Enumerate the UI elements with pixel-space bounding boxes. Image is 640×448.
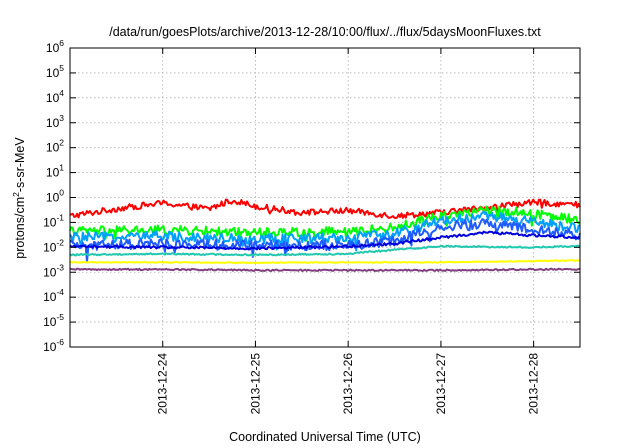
y-tick-labels: 10-610-510-410-310-210-11001011021031041… <box>43 38 64 354</box>
x-tick-label: 2013-12-26 <box>341 353 355 415</box>
y-tick-base: 10 <box>43 215 57 229</box>
y-tick-base: 10 <box>43 265 57 279</box>
y-axis-label-prefix: protons/cm <box>13 197 27 259</box>
y-tick-exponent: -4 <box>56 287 64 297</box>
y-tick-exponent: 6 <box>59 38 64 48</box>
x-tick-label: 2013-12-25 <box>248 353 262 415</box>
series-line <box>69 244 581 257</box>
axis-ticks <box>70 47 580 348</box>
y-tick-label: 101 <box>46 163 64 180</box>
x-tick-label: 2013-12-27 <box>434 353 448 415</box>
y-axis-label: protons/cm2-s-sr-MeV <box>11 137 27 259</box>
y-tick-label: 10-2 <box>43 237 64 254</box>
series-line <box>69 210 581 253</box>
y-tick-base: 10 <box>43 340 57 354</box>
series-line <box>70 259 581 265</box>
y-tick-base: 10 <box>43 315 57 329</box>
y-tick-exponent: 1 <box>59 163 64 173</box>
y-tick-label: 106 <box>46 38 64 55</box>
y-tick-exponent: 4 <box>59 88 64 98</box>
y-tick-label: 10-3 <box>43 262 64 279</box>
y-tick-exponent: 3 <box>59 113 64 123</box>
y-axis-label-suffix: -s-sr-MeV <box>13 137 27 193</box>
y-tick-base: 10 <box>46 166 60 180</box>
x-axis-label: Coordinated Universal Time (UTC) <box>229 430 421 444</box>
series-line <box>69 205 581 242</box>
y-tick-exponent: -3 <box>56 262 64 272</box>
series-line <box>69 230 581 251</box>
y-tick-label: 10-6 <box>43 337 64 354</box>
y-tick-exponent: 0 <box>59 188 64 198</box>
y-tick-base: 10 <box>46 91 60 105</box>
y-tick-label: 10-5 <box>43 312 64 329</box>
y-tick-exponent: -6 <box>56 337 64 347</box>
y-tick-label: 104 <box>46 88 64 105</box>
chart-title: /data/run/goesPlots/archive/2013-12-28/1… <box>109 25 541 39</box>
y-tick-label: 103 <box>46 113 64 130</box>
y-tick-base: 10 <box>43 290 57 304</box>
y-axis-label-exp: 2 <box>11 192 21 197</box>
grid <box>70 48 580 347</box>
y-tick-exponent: -2 <box>56 237 64 247</box>
y-tick-exponent: 2 <box>59 138 64 148</box>
y-tick-base: 10 <box>46 66 60 80</box>
y-tick-label: 10-1 <box>43 212 64 229</box>
y-tick-base: 10 <box>46 116 60 130</box>
y-tick-base: 10 <box>46 41 60 55</box>
y-tick-label: 105 <box>46 63 64 80</box>
y-tick-exponent: -5 <box>56 312 64 322</box>
x-tick-label: 2013-12-28 <box>527 353 541 415</box>
x-tick-label: 2013-12-24 <box>156 353 170 415</box>
series-layer <box>69 198 581 272</box>
series-line <box>69 218 581 263</box>
y-tick-exponent: -1 <box>56 212 64 222</box>
y-tick-exponent: 5 <box>59 63 64 73</box>
y-tick-label: 10-4 <box>43 287 64 304</box>
series-line <box>69 267 581 272</box>
y-tick-label: 100 <box>46 188 64 205</box>
y-tick-base: 10 <box>46 191 60 205</box>
y-tick-base: 10 <box>43 240 57 254</box>
series-line <box>69 198 581 220</box>
y-tick-label: 102 <box>46 138 64 155</box>
x-tick-labels: 2013-12-24 2013-12-25 2013-12-26 2013-12-27… <box>156 353 541 415</box>
y-tick-base: 10 <box>46 141 60 155</box>
